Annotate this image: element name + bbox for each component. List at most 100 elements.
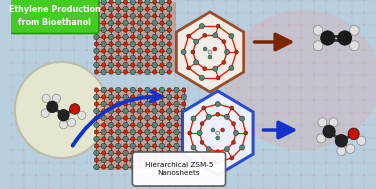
Circle shape [199,124,202,126]
Circle shape [41,109,49,117]
Circle shape [215,101,220,107]
Circle shape [191,50,195,54]
Circle shape [159,115,165,121]
Circle shape [153,28,157,32]
Circle shape [167,94,172,100]
Circle shape [215,159,220,164]
Circle shape [300,24,302,26]
Circle shape [160,165,164,169]
Circle shape [109,102,113,106]
Circle shape [313,61,315,64]
Circle shape [174,151,179,155]
Circle shape [232,122,235,126]
Circle shape [145,101,150,107]
Circle shape [111,86,113,89]
Circle shape [262,11,264,14]
Circle shape [237,99,239,101]
Circle shape [351,124,353,126]
Circle shape [98,74,100,76]
Circle shape [10,49,12,51]
Circle shape [123,102,128,106]
Circle shape [131,151,135,155]
Circle shape [10,174,12,176]
Circle shape [137,48,143,54]
Circle shape [10,136,12,139]
Circle shape [338,99,340,101]
Circle shape [94,116,99,120]
Circle shape [212,24,214,26]
Circle shape [186,186,189,189]
Circle shape [101,69,106,75]
Circle shape [240,145,245,150]
Circle shape [136,49,138,51]
Circle shape [94,122,99,128]
Circle shape [250,49,252,51]
Circle shape [212,161,214,164]
Circle shape [174,124,176,126]
Circle shape [48,99,50,101]
Circle shape [94,164,99,170]
Circle shape [159,129,165,135]
Circle shape [115,157,121,163]
Circle shape [186,174,189,176]
Circle shape [325,74,327,76]
Circle shape [187,34,191,38]
Circle shape [130,13,135,19]
Circle shape [10,161,12,164]
Circle shape [130,55,135,61]
Circle shape [73,61,75,64]
Circle shape [101,143,106,149]
Circle shape [145,115,150,121]
Circle shape [149,24,151,26]
Circle shape [108,122,114,128]
Circle shape [111,136,113,139]
Circle shape [10,0,12,1]
Circle shape [161,61,164,64]
Circle shape [363,149,365,151]
Circle shape [363,111,365,114]
Circle shape [199,49,202,51]
Circle shape [300,74,302,76]
Circle shape [123,48,128,54]
Circle shape [123,74,126,76]
Circle shape [167,144,171,148]
Circle shape [94,56,99,60]
Circle shape [174,129,179,135]
Circle shape [10,61,12,64]
Circle shape [159,55,165,61]
Circle shape [181,94,186,100]
Circle shape [61,186,62,189]
Circle shape [216,24,220,28]
Circle shape [159,27,165,33]
Circle shape [94,130,99,134]
Circle shape [108,48,114,54]
Circle shape [101,27,106,33]
Circle shape [130,87,135,93]
Circle shape [182,88,186,92]
Circle shape [136,74,138,76]
Circle shape [262,0,264,1]
Circle shape [111,61,113,64]
Circle shape [288,99,290,101]
Circle shape [35,36,37,39]
Circle shape [48,36,50,39]
Circle shape [275,74,277,76]
Circle shape [145,21,150,25]
Circle shape [237,136,239,139]
Circle shape [108,150,114,156]
Circle shape [153,42,157,46]
Circle shape [86,49,88,51]
Circle shape [313,86,315,89]
Circle shape [160,109,164,113]
Circle shape [300,174,302,176]
Circle shape [137,20,143,26]
Circle shape [94,102,99,106]
Circle shape [186,99,189,101]
Polygon shape [176,12,244,92]
Circle shape [138,56,142,60]
Circle shape [123,149,126,151]
Circle shape [237,186,239,189]
Circle shape [174,101,179,107]
Circle shape [181,164,186,170]
Circle shape [250,0,252,1]
